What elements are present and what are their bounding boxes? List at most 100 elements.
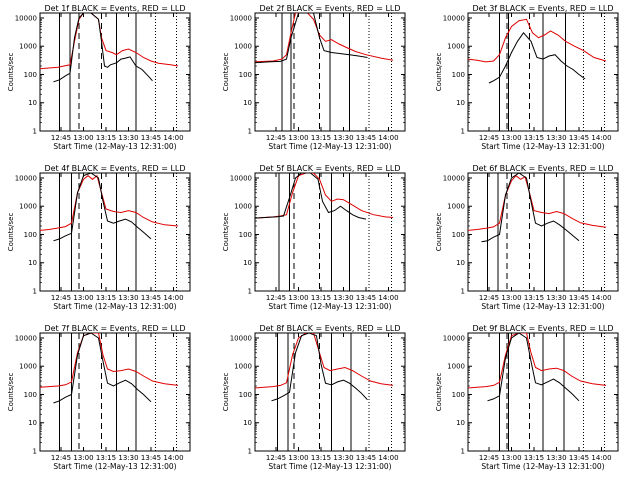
panel-1: 1 10 100 1000 10000 12:45 13:00 13:15 13:30 13:45… <box>7 4 191 151</box>
panel-9: 1 10 100 1000 10000 12:45 13:00 13:15 13:30 13:45… <box>435 324 619 471</box>
lld-series-line <box>468 175 607 231</box>
x-tick-label: 13:00 <box>73 134 93 142</box>
lld-series-line <box>468 333 607 389</box>
y-tick-label: 100 <box>239 391 252 399</box>
y-tick-label: 1000 <box>234 43 252 51</box>
lld-series-line <box>255 13 394 63</box>
lld-series-line <box>255 333 394 389</box>
y-tick-label: 1000 <box>234 203 252 211</box>
panel-title: Det 6f BLACK = Events, RED = LLD <box>472 164 613 173</box>
x-tick-label: 12:45 <box>479 294 499 302</box>
plot-frame <box>39 12 191 132</box>
y-axis-label: Counts/sec <box>435 53 443 92</box>
events-series-line <box>271 333 368 402</box>
plot-area <box>40 333 179 451</box>
panel-7: 1 10 100 1000 10000 12:45 13:00 13:15 13:30 13:45… <box>7 324 191 471</box>
panel-5: 1 10 100 1000 10000 12:45 13:00 13:15 13:30 13:45… <box>222 164 406 311</box>
events-series-line <box>255 13 368 64</box>
y-tick-label: 10000 <box>230 14 252 22</box>
y-tick-label: 100 <box>24 231 37 239</box>
panel-title: Det 4f BLACK = Events, RED = LLD <box>44 164 185 173</box>
y-tick-label: 1000 <box>19 43 37 51</box>
panel-title: Det 2f BLACK = Events, RED = LLD <box>259 4 400 13</box>
x-tick-label: 13:00 <box>73 454 93 462</box>
x-tick-label: 13:45 <box>141 294 161 302</box>
x-tick-label: 13:30 <box>118 134 138 142</box>
panel-title: Det 7f BLACK = Events, RED = LLD <box>44 324 185 333</box>
y-axis-label: Counts/sec <box>222 373 230 412</box>
x-tick-label: 12:45 <box>266 454 286 462</box>
x-tick-label: 12:45 <box>266 134 286 142</box>
x-tick-label: 13:15 <box>311 454 331 462</box>
x-tick-label: 13:30 <box>333 454 353 462</box>
x-tick-label: 13:45 <box>569 454 589 462</box>
y-tick-label: 100 <box>452 71 465 79</box>
x-tick-label: 12:45 <box>479 454 499 462</box>
x-tick-label: 13:00 <box>288 294 308 302</box>
x-tick-label: 13:45 <box>569 294 589 302</box>
x-tick-label: 13:45 <box>356 454 376 462</box>
events-series-line <box>481 173 580 243</box>
panel-title: Det 5f BLACK = Events, RED = LLD <box>259 164 400 173</box>
y-tick-label: 1 <box>461 128 465 136</box>
panel-title: Det 1f BLACK = Events, RED = LLD <box>44 4 185 13</box>
plot-area <box>40 173 179 291</box>
x-tick-label: 14:00 <box>378 134 398 142</box>
y-tick-label: 1000 <box>447 43 465 51</box>
x-tick-label: 14:00 <box>163 454 183 462</box>
x-tick-label: 13:45 <box>356 294 376 302</box>
x-tick-label: 13:00 <box>501 454 521 462</box>
panel-3: 1 10 100 1000 10000 12:45 13:00 13:15 13:30 13:45… <box>435 4 619 151</box>
y-tick-label: 10000 <box>230 174 252 182</box>
y-tick-label: 10 <box>28 259 37 267</box>
y-tick-label: 10 <box>243 99 252 107</box>
x-tick-label: 13:30 <box>546 294 566 302</box>
y-tick-label: 100 <box>452 391 465 399</box>
x-tick-label: 13:30 <box>333 134 353 142</box>
y-axis-label: Counts/sec <box>7 373 15 412</box>
x-axis-label: Start Time (12-May-13 12:31:00) <box>53 462 176 471</box>
x-tick-label: 13:15 <box>524 454 544 462</box>
x-tick-label: 13:15 <box>311 134 331 142</box>
x-tick-label: 14:00 <box>163 294 183 302</box>
x-axis-label: Start Time (12-May-13 12:31:00) <box>481 462 604 471</box>
x-axis-label: Start Time (12-May-13 12:31:00) <box>53 142 176 151</box>
plot-frame <box>39 172 191 292</box>
y-tick-label: 10000 <box>15 334 37 342</box>
y-tick-label: 10 <box>456 259 465 267</box>
plot-frame <box>254 172 406 292</box>
plot-frame <box>254 332 406 452</box>
y-tick-label: 10 <box>456 419 465 427</box>
x-tick-label: 12:45 <box>266 294 286 302</box>
lld-series-line <box>40 13 179 70</box>
y-tick-label: 100 <box>24 71 37 79</box>
y-tick-label: 1 <box>461 288 465 296</box>
plot-area <box>40 13 179 131</box>
y-tick-label: 1 <box>33 128 37 136</box>
x-tick-label: 12:45 <box>51 294 71 302</box>
x-tick-label: 13:15 <box>311 294 331 302</box>
x-tick-label: 14:00 <box>378 454 398 462</box>
panel-6: 1 10 100 1000 10000 12:45 13:00 13:15 13:30 13:45… <box>435 164 619 311</box>
plot-area <box>255 13 394 131</box>
x-tick-label: 13:30 <box>333 294 353 302</box>
x-tick-label: 13:30 <box>546 134 566 142</box>
y-axis-label: Counts/sec <box>222 213 230 252</box>
x-axis-label: Start Time (12-May-13 12:31:00) <box>268 302 391 311</box>
y-tick-label: 10000 <box>230 334 252 342</box>
y-tick-label: 100 <box>239 231 252 239</box>
x-tick-label: 14:00 <box>163 134 183 142</box>
panel-title: Det 8f BLACK = Events, RED = LLD <box>259 324 400 333</box>
x-axis-label: Start Time (12-May-13 12:31:00) <box>53 302 176 311</box>
x-tick-label: 12:45 <box>51 134 71 142</box>
x-tick-label: 13:00 <box>501 134 521 142</box>
plot-area <box>468 173 607 291</box>
x-tick-label: 13:30 <box>546 454 566 462</box>
panel-8: 1 10 100 1000 10000 12:45 13:00 13:15 13:30 13:45… <box>222 324 406 471</box>
x-tick-label: 13:00 <box>288 134 308 142</box>
x-tick-label: 14:00 <box>591 294 611 302</box>
x-tick-label: 13:45 <box>356 134 376 142</box>
x-axis-label: Start Time (12-May-13 12:31:00) <box>481 142 604 151</box>
y-axis-label: Counts/sec <box>7 53 15 92</box>
